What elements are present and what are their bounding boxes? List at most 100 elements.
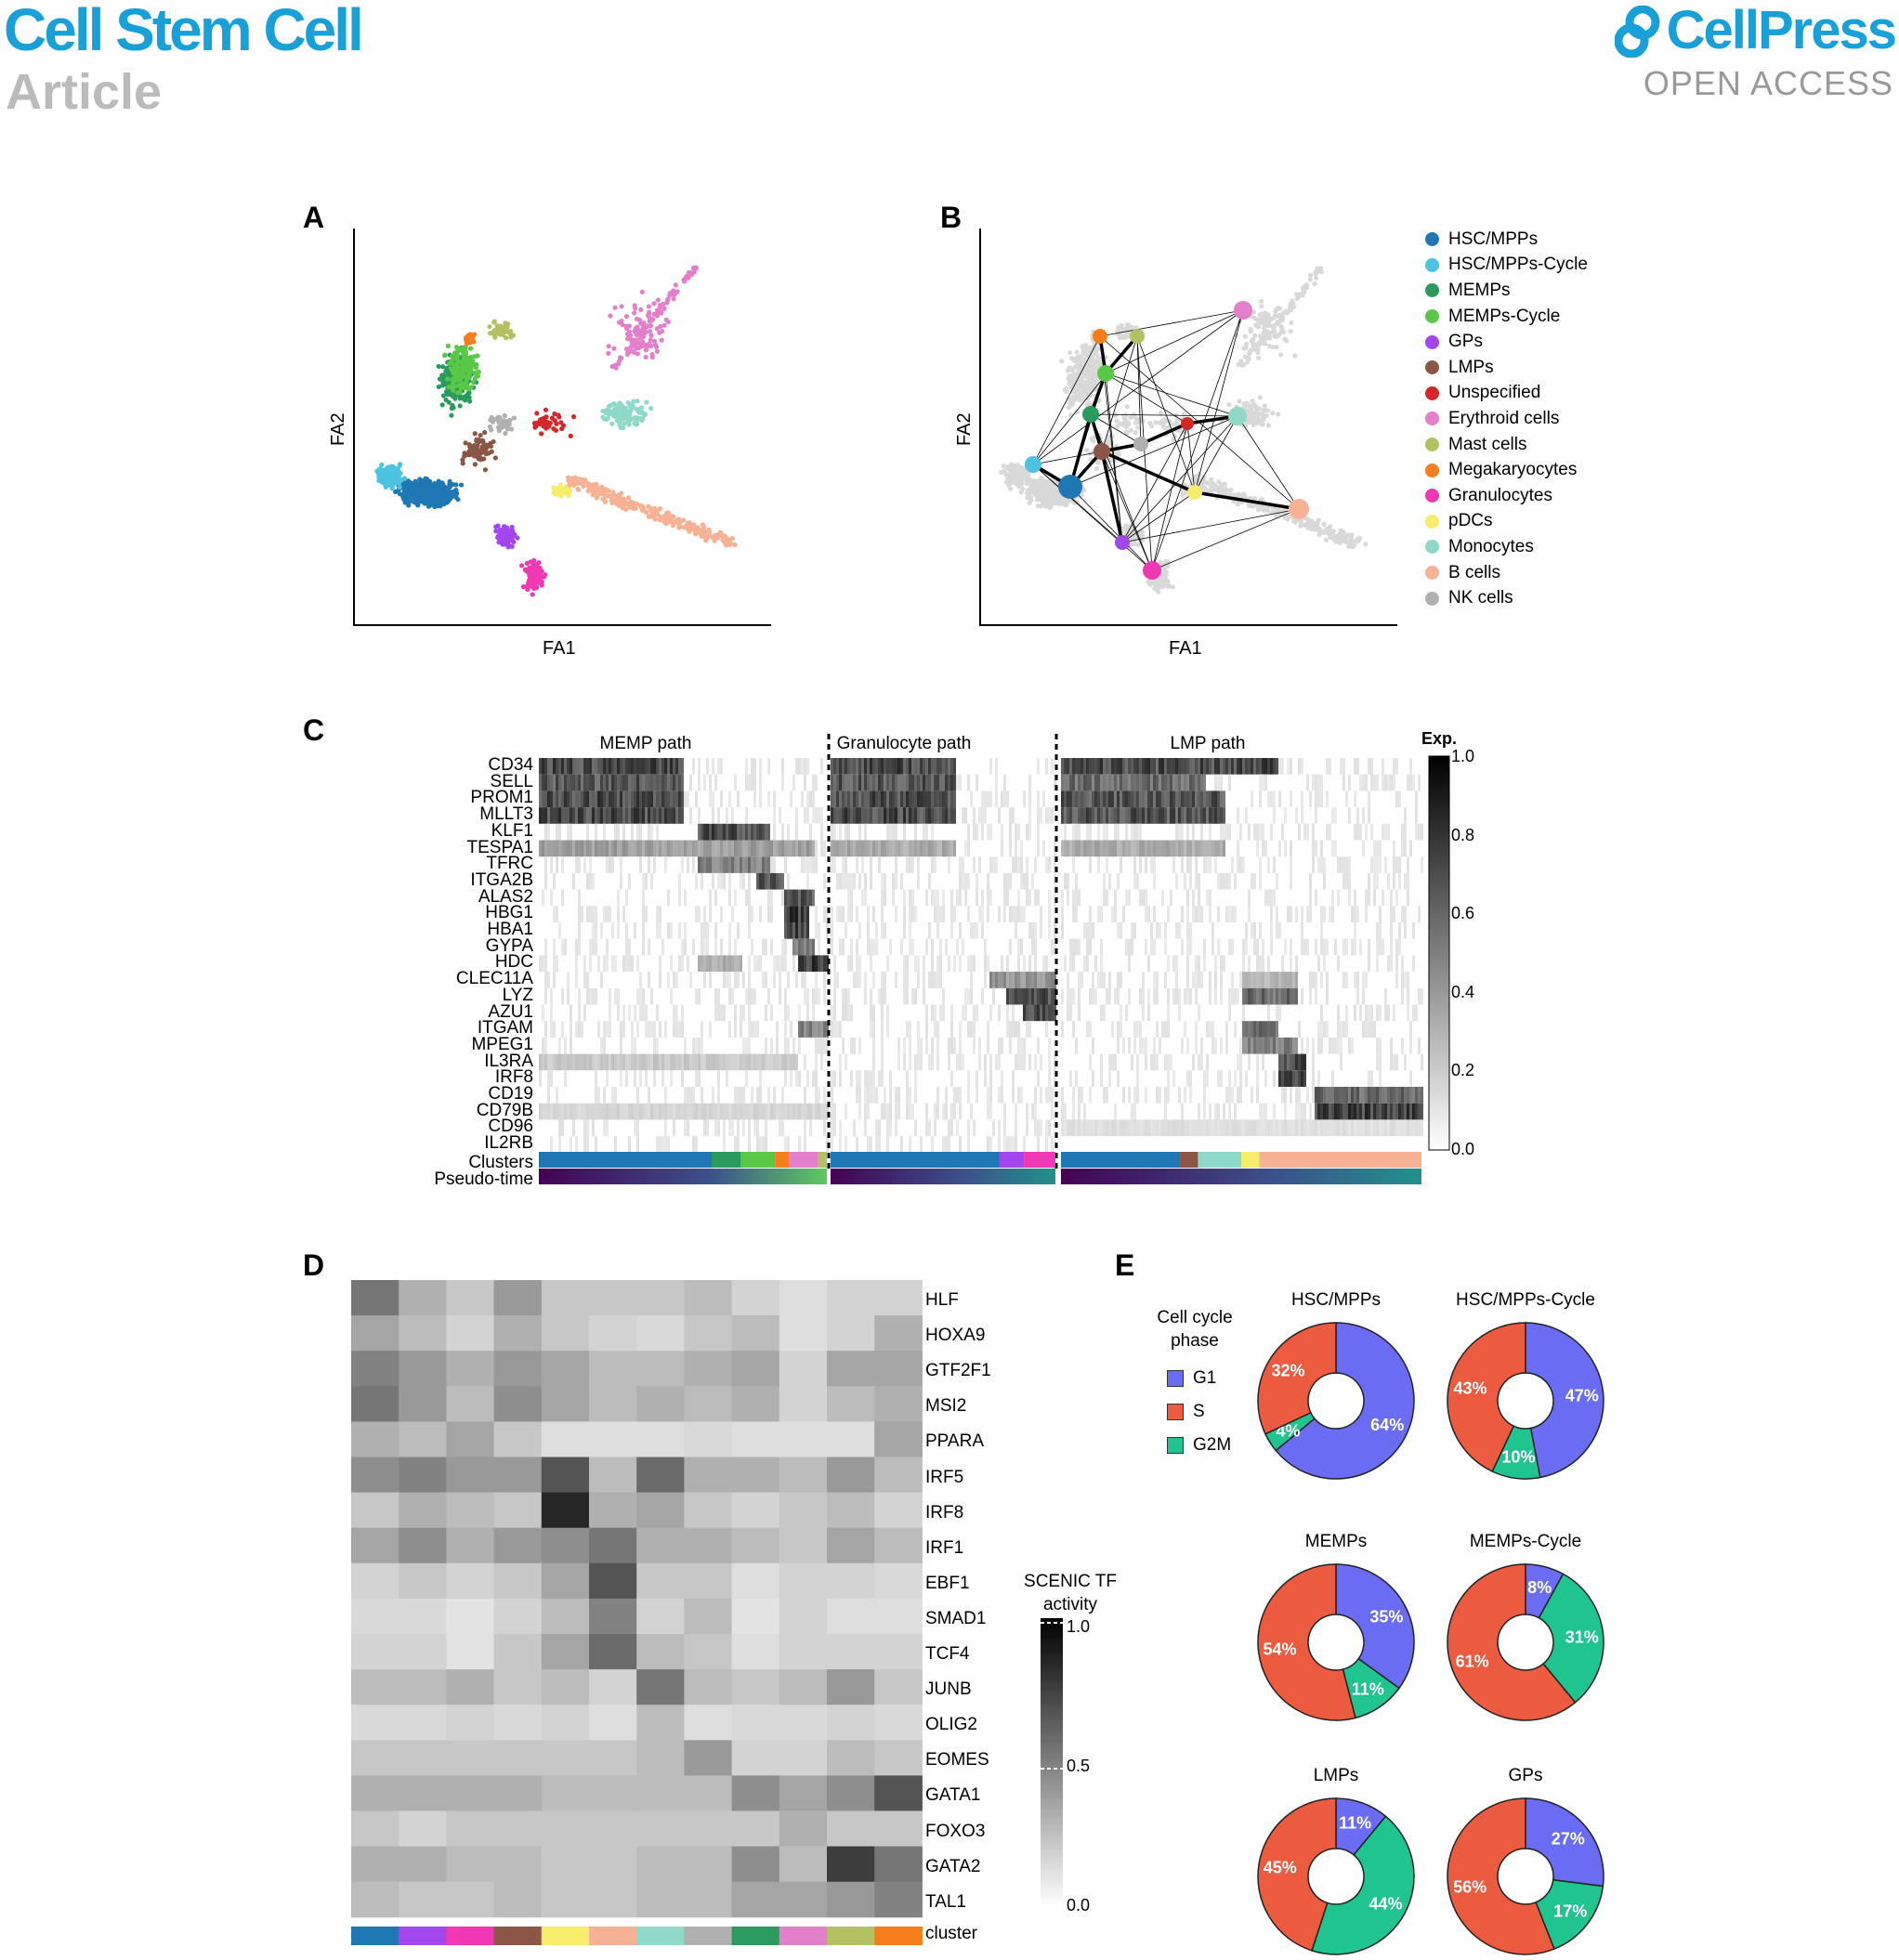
embedding-cell [1132, 541, 1137, 547]
heatmap-cell [1211, 758, 1214, 775]
heatmap-cell [1003, 791, 1006, 808]
embedding-cell [659, 328, 665, 334]
heatmap-cell [1061, 774, 1064, 791]
heatmap-cell [981, 791, 984, 808]
heatmap-cell [884, 791, 886, 808]
embedding-cell [1312, 281, 1317, 286]
heatmap-cell [575, 758, 578, 775]
embedding-cell [1091, 376, 1096, 383]
embedding-cell [459, 359, 465, 365]
heatmap-cell [1048, 807, 1051, 824]
legend-item: GPs [1425, 329, 1588, 355]
embedding-cell [1056, 501, 1062, 507]
heatmap-cell [1270, 758, 1273, 775]
embedding-cell [606, 407, 611, 412]
embedding-cell [1013, 480, 1018, 486]
heatmap-cell [667, 807, 670, 824]
embedding-cell [510, 333, 517, 338]
heatmap-cell [978, 807, 981, 824]
embedding-cell [421, 484, 426, 490]
embedding-cell [482, 467, 489, 473]
embedding-cell [725, 537, 730, 542]
heatmap-cell [953, 774, 956, 791]
heatmap-cell [625, 791, 628, 808]
heatmap-cell [833, 791, 836, 808]
graph-edge [1151, 508, 1300, 571]
heatmap-cell [1023, 791, 1026, 808]
heatmap-cell [1054, 774, 1056, 791]
embedding-cell [662, 513, 668, 518]
heatmap-cell [864, 758, 867, 775]
heatmap-cell [1192, 791, 1195, 808]
heatmap-cell [653, 807, 656, 824]
embedding-cell [1289, 320, 1294, 326]
heatmap-cell [781, 758, 784, 775]
heatmap-cell [1172, 758, 1175, 775]
heatmap-cell [1217, 807, 1220, 824]
scatter-a-svg [374, 265, 738, 597]
embedding-cell [1074, 349, 1080, 355]
embedding-cell [1084, 379, 1090, 385]
heatmap-cell [617, 791, 620, 808]
heatmap-cell [845, 791, 847, 808]
heatmap-cell [575, 791, 578, 808]
heatmap-cell [1064, 791, 1067, 808]
heatmap-cell [692, 758, 695, 775]
heatmap-cell [836, 791, 839, 808]
embedding-cell [1237, 399, 1242, 404]
graph-edge [1136, 335, 1142, 445]
embedding-cell [487, 324, 492, 330]
heatmap-cell [989, 758, 992, 775]
heatmap-cell [589, 774, 592, 791]
heatmap-cell [1217, 791, 1220, 808]
embedding-cell [1128, 427, 1133, 433]
heatmap-cell [842, 791, 845, 808]
embedding-cell [472, 462, 478, 467]
heatmap-cell [1393, 774, 1395, 791]
heatmap-cell [650, 774, 653, 791]
heatmap-cell [970, 791, 973, 808]
heatmap-cell [656, 807, 659, 824]
heatmap-cell [842, 758, 845, 775]
legend-label: Monocytes [1448, 536, 1534, 556]
heatmap-cell [995, 774, 998, 791]
heatmap-cell [581, 758, 583, 775]
heatmap-cell [1186, 774, 1189, 791]
embedding-cell [1085, 385, 1091, 391]
embedding-cell [1067, 350, 1073, 356]
heatmap-cell [872, 791, 875, 808]
heatmap-cell [650, 823, 653, 841]
embedding-cell [1083, 352, 1090, 359]
embedding-cell [1282, 336, 1288, 342]
heatmap-cell [1395, 791, 1398, 808]
heatmap-cell [1080, 791, 1083, 808]
embedding-cell [628, 345, 634, 350]
heatmap-cell [1147, 774, 1150, 791]
embedding-cell [445, 392, 451, 398]
heatmap-cell [698, 823, 701, 841]
embedding-cell [1068, 412, 1074, 418]
heatmap-cell [1415, 791, 1418, 808]
heatmap-cell [1214, 807, 1217, 824]
heatmap-cell [1170, 791, 1172, 808]
embedding-cell [1011, 471, 1016, 477]
heatmap-cell [550, 774, 553, 791]
legend-item: pDCs [1425, 509, 1588, 535]
heatmap-cell [909, 758, 911, 775]
embedding-cell [1252, 410, 1258, 415]
embedding-cell [1209, 477, 1214, 482]
heatmap-cell [661, 774, 664, 791]
heatmap-cell [881, 807, 884, 824]
heatmap-cell [1301, 807, 1303, 824]
heatmap-cell [1368, 807, 1370, 824]
embedding-cell [1130, 413, 1135, 420]
embedding-cell [447, 360, 452, 367]
embedding-cell [1120, 334, 1127, 341]
heatmap-cell [864, 774, 867, 791]
embedding-cell [503, 320, 508, 326]
embedding-cell [436, 478, 441, 484]
embedding-cell [643, 347, 648, 353]
heatmap-cell [620, 774, 622, 791]
heatmap-cell [606, 807, 609, 824]
heatmap-cell [1418, 774, 1421, 791]
